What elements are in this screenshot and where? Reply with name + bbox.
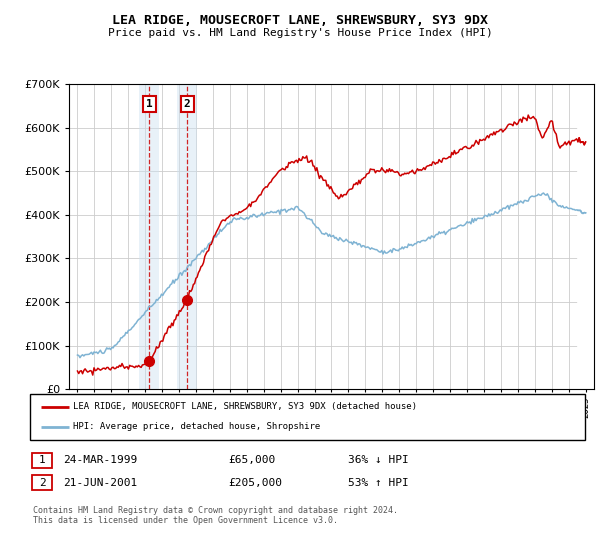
Text: 24-MAR-1999: 24-MAR-1999 [63,455,137,465]
Text: 1: 1 [146,99,152,109]
Text: 2: 2 [39,478,46,488]
Text: Contains HM Land Registry data © Crown copyright and database right 2024.
This d: Contains HM Land Registry data © Crown c… [33,506,398,525]
Text: 1: 1 [39,455,46,465]
Text: £205,000: £205,000 [228,478,282,488]
Text: 36% ↓ HPI: 36% ↓ HPI [348,455,409,465]
Text: Price paid vs. HM Land Registry's House Price Index (HPI): Price paid vs. HM Land Registry's House … [107,28,493,38]
Text: 53% ↑ HPI: 53% ↑ HPI [348,478,409,488]
Text: £65,000: £65,000 [228,455,275,465]
Text: LEA RIDGE, MOUSECROFT LANE, SHREWSBURY, SY3 9DX: LEA RIDGE, MOUSECROFT LANE, SHREWSBURY, … [112,14,488,27]
Text: LEA RIDGE, MOUSECROFT LANE, SHREWSBURY, SY3 9DX (detached house): LEA RIDGE, MOUSECROFT LANE, SHREWSBURY, … [73,402,417,411]
Text: 21-JUN-2001: 21-JUN-2001 [63,478,137,488]
Bar [139,84,159,389]
Bar [177,84,197,389]
Bar [577,84,594,389]
Text: HPI: Average price, detached house, Shropshire: HPI: Average price, detached house, Shro… [73,422,320,431]
Text: 2: 2 [184,99,190,109]
